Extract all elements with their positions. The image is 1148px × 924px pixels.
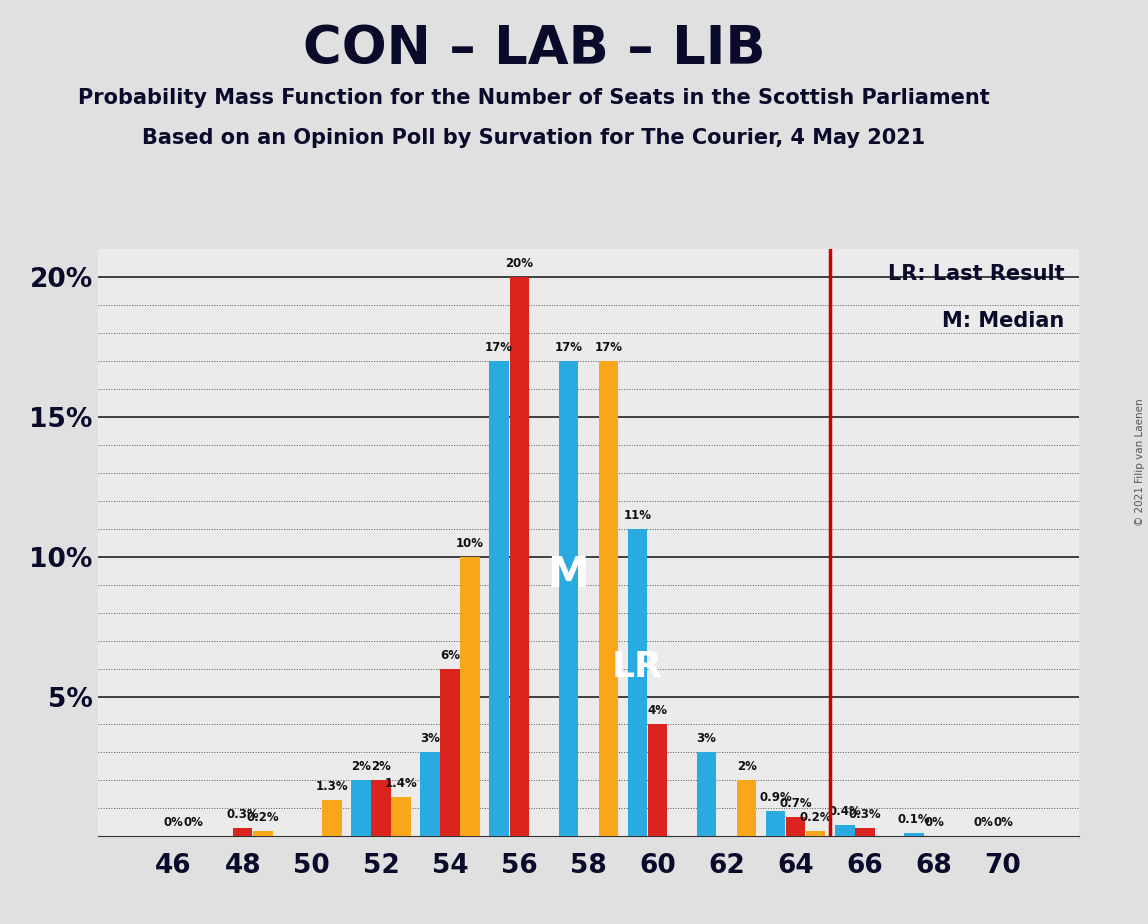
Text: Probability Mass Function for the Number of Seats in the Scottish Parliament: Probability Mass Function for the Number… (78, 88, 990, 108)
Text: LR: LR (612, 650, 662, 684)
Text: © 2021 Filip van Laenen: © 2021 Filip van Laenen (1135, 398, 1145, 526)
Bar (371, 781, 390, 836)
Text: 17%: 17% (595, 341, 622, 354)
Bar (598, 361, 618, 836)
Bar (835, 825, 854, 836)
Text: 0%: 0% (184, 816, 203, 829)
Text: 0.3%: 0.3% (226, 808, 259, 821)
Text: 4%: 4% (647, 704, 667, 717)
Text: 2%: 2% (737, 760, 757, 773)
Bar (253, 831, 272, 836)
Bar (786, 817, 806, 836)
Text: M: Median: M: Median (943, 311, 1064, 331)
Bar (559, 361, 579, 836)
Text: 1.4%: 1.4% (385, 777, 418, 790)
Bar (905, 833, 924, 836)
Bar (697, 752, 716, 836)
Text: CON – LAB – LIB: CON – LAB – LIB (303, 23, 765, 75)
Text: 10%: 10% (456, 537, 484, 550)
Text: 0%: 0% (993, 816, 1013, 829)
Text: 0.4%: 0.4% (829, 805, 861, 818)
Text: 2%: 2% (371, 760, 391, 773)
Text: 17%: 17% (554, 341, 582, 354)
Bar (391, 797, 411, 836)
Bar (510, 277, 529, 836)
Bar (460, 557, 480, 836)
Text: 3%: 3% (420, 733, 440, 746)
Bar (233, 828, 253, 836)
Text: Based on an Opinion Poll by Survation for The Courier, 4 May 2021: Based on an Opinion Poll by Survation fo… (142, 128, 925, 148)
Text: 0.2%: 0.2% (247, 810, 279, 823)
Text: 2%: 2% (351, 760, 371, 773)
Bar (806, 831, 825, 836)
Text: M: M (548, 554, 589, 596)
Text: 20%: 20% (505, 258, 533, 271)
Text: LR: Last Result: LR: Last Result (887, 264, 1064, 285)
Bar (351, 781, 371, 836)
Text: 0%: 0% (924, 816, 944, 829)
Text: 6%: 6% (440, 649, 460, 662)
Bar (855, 828, 875, 836)
Text: 11%: 11% (623, 509, 651, 522)
Text: 1.3%: 1.3% (316, 780, 348, 793)
Bar (766, 811, 785, 836)
Text: 0.3%: 0.3% (848, 808, 882, 821)
Text: 0%: 0% (974, 816, 993, 829)
Text: 0.9%: 0.9% (759, 791, 792, 804)
Text: 3%: 3% (697, 733, 716, 746)
Bar (323, 800, 342, 836)
Text: 17%: 17% (486, 341, 513, 354)
Text: 0.7%: 0.7% (779, 796, 812, 809)
Bar (647, 724, 667, 836)
Bar (737, 781, 757, 836)
Text: 0%: 0% (164, 816, 184, 829)
Text: 0.1%: 0.1% (898, 813, 930, 826)
Bar (489, 361, 509, 836)
Bar (628, 529, 647, 836)
Bar (420, 752, 440, 836)
Bar (441, 669, 460, 836)
Text: 0.2%: 0.2% (799, 810, 832, 823)
